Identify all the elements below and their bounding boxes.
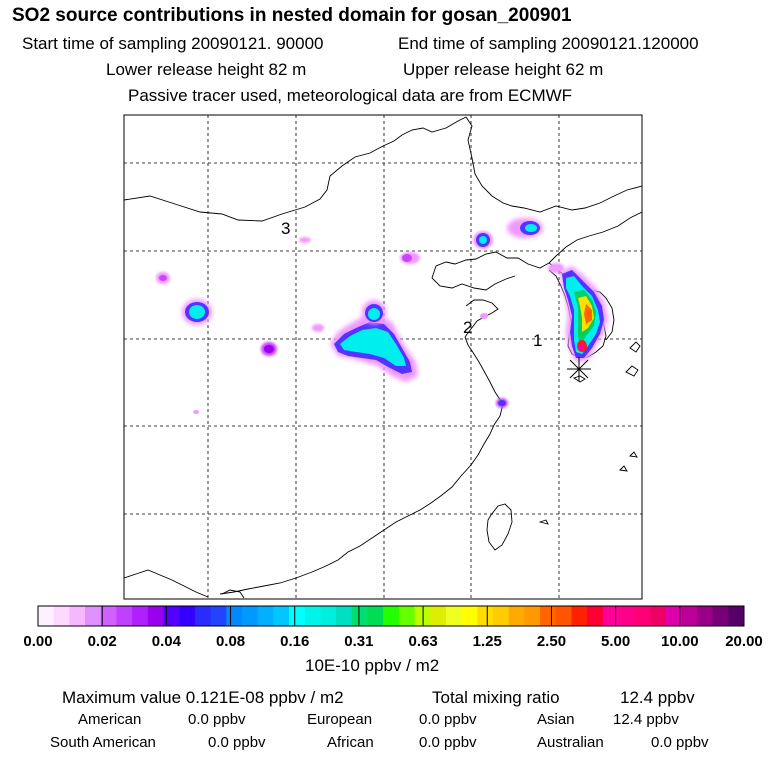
max-value-label: Maximum value 0.121E-08 ppbv / m2 (62, 688, 344, 707)
region-name-european: European (307, 711, 373, 728)
colorbar-swatch (147, 606, 165, 626)
colorbar-swatch (555, 606, 572, 626)
colorbar-swatch (649, 606, 667, 626)
region-value-european: 0.0 ppbv (419, 711, 477, 728)
colorbar-tick-label: 1.25 (473, 633, 502, 650)
colorbar-swatch (132, 606, 149, 626)
region-name-australian: Australian (537, 734, 604, 751)
colorbar-swatch (53, 606, 70, 626)
region-name-american: American (78, 711, 142, 728)
colorbar-swatch (367, 606, 384, 626)
region-value-australian: 0.0 ppbv (651, 734, 709, 751)
colorbar-swatch (461, 606, 478, 626)
colorbar-swatch (116, 606, 133, 626)
colorbar-swatch (100, 606, 117, 626)
region-name-south-american: South American (50, 734, 156, 751)
colorbar-frame (37, 605, 745, 627)
colorbar-swatch (540, 606, 557, 626)
colorbar-swatch (665, 606, 682, 626)
colorbar-tick-label: 0.16 (280, 633, 309, 650)
region-name-asian: Asian (537, 711, 575, 728)
colorbar-swatch (163, 606, 180, 626)
colorbar-swatch (351, 606, 368, 626)
colorbar-swatch (430, 606, 447, 626)
colorbar-swatch (712, 606, 729, 626)
total-mixing-label: Total mixing ratio (432, 688, 560, 707)
colorbar-swatch (383, 606, 400, 626)
colorbar-swatch (194, 606, 212, 626)
colorbar-tick-label: 20.00 (725, 633, 763, 650)
colorbar-swatch (618, 606, 635, 626)
colorbar-swatch (681, 606, 698, 626)
colorbar-swatch (524, 606, 541, 626)
colorbar-swatch (179, 606, 196, 626)
colorbar-swatch (634, 606, 651, 626)
colorbar-swatch (226, 606, 243, 626)
colorbar-swatch (336, 606, 353, 626)
colorbar-swatch (445, 606, 463, 626)
colorbar-tick-label: 0.04 (152, 633, 182, 650)
colorbar-tick-label: 0.31 (344, 633, 373, 650)
colorbar-swatch (492, 606, 510, 626)
lower-release-label: Lower release height 82 m (106, 60, 307, 79)
colorbar-swatch (508, 606, 525, 626)
total-mixing-value: 12.4 ppbv (620, 688, 695, 707)
colorbar-swatch (696, 606, 714, 626)
upper-release-label: Upper release height 62 m (403, 60, 604, 79)
colorbar-tick-label: 10.00 (661, 633, 699, 650)
colorbar-swatch (587, 606, 604, 626)
colorbar-swatch (477, 606, 494, 626)
colorbar (37, 605, 745, 627)
colorbar-tick-label: 0.00 (23, 633, 52, 650)
region-value-african: 0.0 ppbv (419, 734, 477, 751)
colorbar-swatch (304, 606, 321, 626)
region-value-american: 0.0 ppbv (188, 711, 246, 728)
colorbar-tick-label: 0.08 (216, 633, 245, 650)
region-name-african: African (327, 734, 374, 751)
colorbar-swatch (257, 606, 274, 626)
colorbar-tick-label: 0.02 (88, 633, 117, 650)
colorbar-tick-label: 2.50 (537, 633, 566, 650)
colorbar-swatch (273, 606, 290, 626)
colorbar-swatch (320, 606, 337, 626)
colorbar-swatch (38, 606, 55, 626)
colorbar-tick-labels: 0.00 0.02 0.04 0.08 0.16 0.31 0.63 1.25 2.50 5.00… (23, 633, 762, 650)
region-value-asian: 12.4 ppbv (613, 711, 679, 728)
page-title: SO2 source contributions in nested domai… (12, 5, 572, 26)
colorbar-swatch (602, 606, 619, 626)
end-time-label: End time of sampling 20090121.120000 (398, 34, 699, 53)
colorbar-swatch (241, 606, 259, 626)
colorbar-tick-label: 0.63 (408, 633, 437, 650)
tracer-info-label: Passive tracer used, meteorological data… (128, 86, 573, 105)
colorbar-swatch (728, 606, 745, 626)
concentration-plumes (156, 218, 608, 414)
start-time-label: Start time of sampling 20090121. 90000 (22, 34, 324, 53)
receptor-asterisk-icon (567, 357, 591, 381)
colorbar-swatch (85, 606, 102, 626)
colorbar-swatch (398, 606, 416, 626)
colorbar-swatch (69, 606, 86, 626)
colorbar-swatch (571, 606, 588, 626)
colorbar-swatch (289, 606, 306, 626)
colorbar-tick-label: 5.00 (601, 633, 630, 650)
region-label-3: 3 (281, 219, 290, 238)
region-value-south-american: 0.0 ppbv (208, 734, 266, 751)
region-label-2: 2 (463, 318, 472, 337)
colorbar-swatch (210, 606, 227, 626)
colorbar-units-label: 10E-10 ppbv / m2 (305, 656, 440, 675)
region-label-1: 1 (533, 331, 542, 350)
